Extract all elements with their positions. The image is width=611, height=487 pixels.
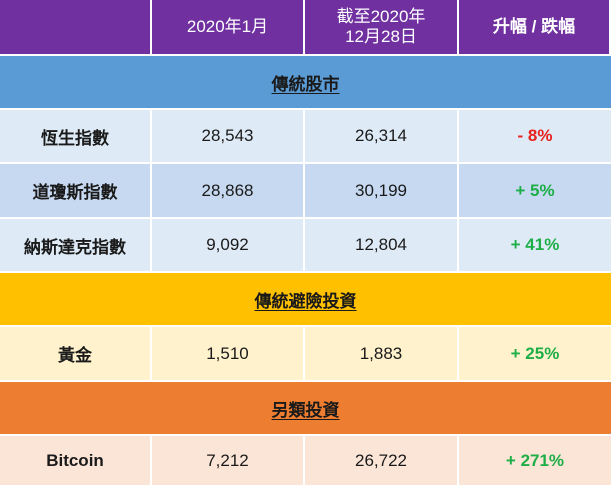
table-header-row: 2020年1月 截至2020年 12月28日 升幅 / 跌幅: [0, 0, 611, 56]
section-traditional-stocks: 傳統股市: [0, 56, 611, 110]
row-name: Bitcoin: [0, 436, 152, 487]
row-dec-value: 26,722: [305, 436, 459, 487]
row-name: 道瓊斯指數: [0, 164, 152, 219]
table-row: 恆生指數 28,543 26,314 - 8%: [0, 110, 611, 164]
row-change: + 5%: [459, 164, 611, 219]
row-jan-value: 28,868: [152, 164, 305, 219]
row-name: 納斯達克指數: [0, 219, 152, 273]
row-dec-value: 1,883: [305, 327, 459, 382]
row-jan-value: 9,092: [152, 219, 305, 273]
header-empty-cell: [0, 0, 152, 56]
section-alternative: 另類投資: [0, 382, 611, 436]
row-jan-value: 28,543: [152, 110, 305, 164]
row-name: 黃金: [0, 327, 152, 382]
row-jan-value: 1,510: [152, 327, 305, 382]
header-change: 升幅 / 跌幅: [459, 0, 611, 56]
header-dec-2020-line1: 截至2020年: [336, 7, 426, 26]
section-alternative-label: 另類投資: [271, 400, 340, 420]
table-row: 納斯達克指數 9,092 12,804 + 41%: [0, 219, 611, 273]
row-change: + 25%: [459, 327, 611, 382]
section-safe-haven-label: 傳統避險投資: [254, 291, 357, 311]
section-safe-haven: 傳統避險投資: [0, 273, 611, 327]
header-jan-2020: 2020年1月: [152, 0, 305, 56]
table-row: 黃金 1,510 1,883 + 25%: [0, 327, 611, 382]
row-name: 恆生指數: [0, 110, 152, 164]
header-dec-2020: 截至2020年 12月28日: [305, 0, 459, 56]
header-dec-2020-line2: 12月28日: [345, 27, 417, 46]
row-change: - 8%: [459, 110, 611, 164]
row-change: + 41%: [459, 219, 611, 273]
table-row: 道瓊斯指數 28,868 30,199 + 5%: [0, 164, 611, 219]
row-dec-value: 12,804: [305, 219, 459, 273]
row-dec-value: 30,199: [305, 164, 459, 219]
row-dec-value: 26,314: [305, 110, 459, 164]
row-change: + 271%: [459, 436, 611, 487]
table-row: Bitcoin 7,212 26,722 + 271%: [0, 436, 611, 487]
section-traditional-stocks-label: 傳統股市: [271, 74, 340, 94]
row-jan-value: 7,212: [152, 436, 305, 487]
